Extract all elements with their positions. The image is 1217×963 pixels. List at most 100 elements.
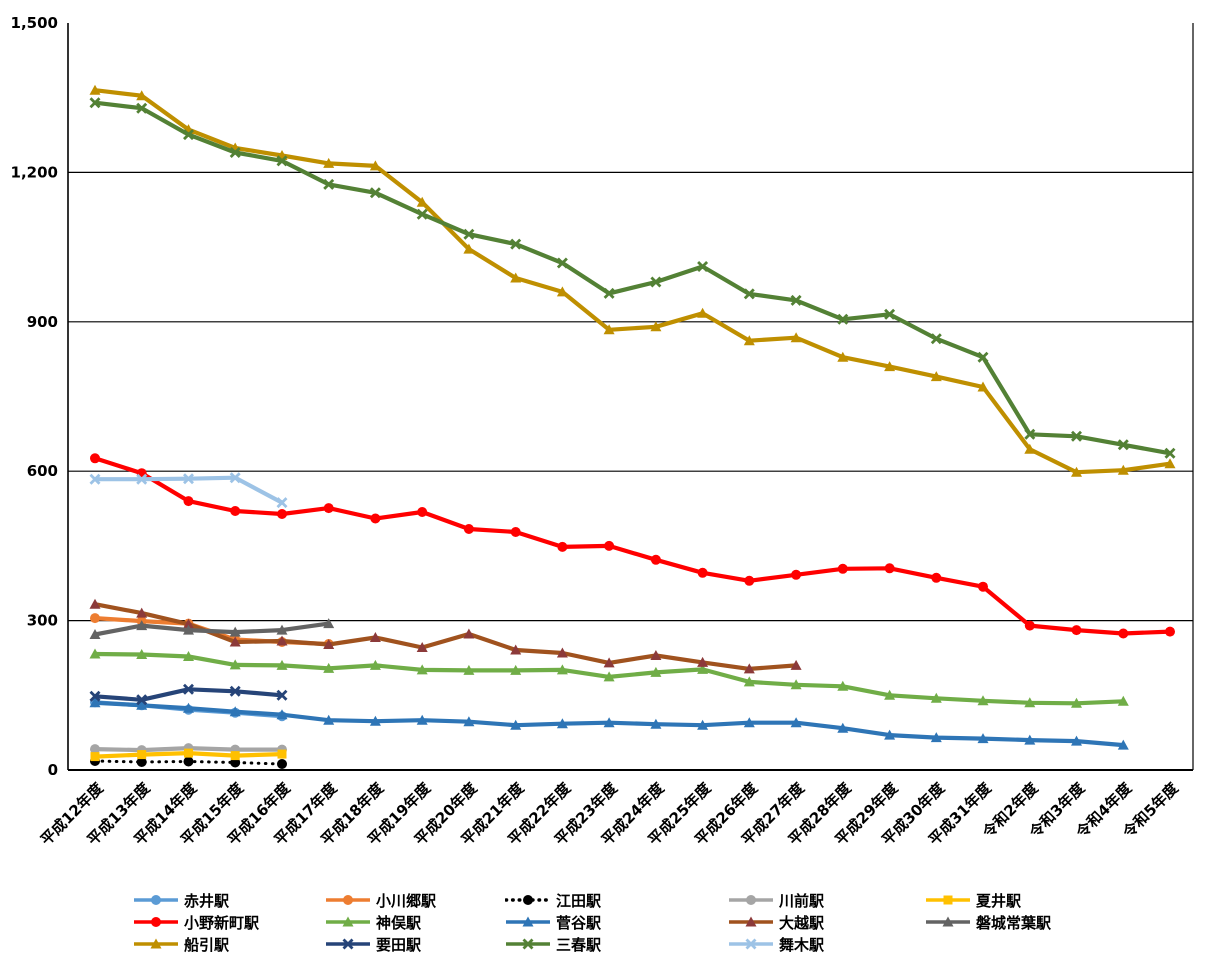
data-point-marker	[151, 895, 161, 905]
data-point-marker	[277, 749, 287, 759]
legend-marker-icon	[506, 916, 550, 927]
data-point-marker	[229, 685, 241, 697]
data-point-marker	[276, 635, 288, 646]
legend-item: 小川郷駅	[325, 890, 436, 910]
legend-label: 神俣駅	[376, 913, 422, 932]
data-point-marker	[697, 307, 709, 318]
data-point-marker	[1071, 466, 1082, 477]
legend-marker-icon	[134, 917, 178, 927]
data-point-marker	[136, 694, 148, 706]
data-point-marker	[136, 607, 148, 618]
legend-marker-icon	[326, 895, 370, 905]
data-point-marker	[369, 160, 381, 171]
data-point-marker	[650, 276, 662, 288]
data-point-marker	[229, 706, 241, 717]
data-point-marker	[556, 257, 568, 269]
data-point-marker	[837, 313, 849, 325]
data-point-marker	[1117, 695, 1129, 706]
data-point-marker	[90, 744, 100, 755]
data-point-marker	[837, 351, 849, 362]
data-point-marker	[416, 196, 428, 207]
data-point-marker	[978, 581, 988, 592]
series-line	[92, 100, 1173, 456]
data-point-marker	[650, 554, 661, 565]
data-point-marker	[1071, 697, 1082, 708]
data-point-marker	[136, 757, 147, 767]
data-point-marker	[230, 506, 241, 516]
data-point-marker	[745, 938, 757, 950]
legend-item: 大越駅	[728, 912, 824, 932]
data-point-marker	[697, 261, 709, 272]
data-point-marker	[90, 613, 100, 624]
data-point-marker	[323, 714, 335, 725]
data-point-marker	[183, 756, 194, 767]
data-point-marker	[136, 620, 148, 631]
data-point-marker	[746, 895, 756, 905]
data-point-marker	[183, 129, 194, 141]
data-point-marker	[183, 496, 194, 507]
data-point-marker	[604, 540, 615, 551]
legend-label: 小野新町駅	[184, 913, 260, 932]
legend-label: 赤井駅	[184, 891, 230, 910]
data-point-marker	[276, 689, 288, 701]
data-point-marker	[697, 663, 709, 674]
data-point-marker	[884, 563, 895, 574]
data-point-marker	[323, 157, 335, 168]
data-point-marker	[1071, 735, 1082, 746]
data-point-marker	[150, 938, 162, 949]
data-point-marker	[556, 286, 568, 297]
data-point-marker	[183, 702, 194, 713]
data-point-marker	[136, 90, 148, 101]
data-point-marker	[603, 287, 615, 299]
data-point-marker	[1164, 447, 1176, 459]
data-point-marker	[650, 321, 662, 332]
legend-label: 要田駅	[376, 935, 422, 954]
legend-label: 三春駅	[556, 935, 602, 954]
data-point-marker	[697, 656, 709, 667]
data-point-marker	[463, 524, 474, 534]
legend-item: 川前駅	[728, 890, 824, 910]
data-point-marker	[183, 651, 194, 661]
data-point-marker	[323, 639, 335, 649]
data-point-marker	[136, 649, 148, 659]
legend-marker-icon	[926, 895, 970, 905]
data-point-marker	[522, 916, 534, 927]
legend-marker-icon	[506, 938, 550, 950]
data-point-marker	[790, 717, 802, 728]
data-point-marker	[510, 644, 522, 655]
data-point-marker	[276, 624, 288, 635]
data-point-marker	[603, 717, 615, 728]
data-point-marker	[791, 569, 802, 580]
data-point-marker	[743, 663, 755, 674]
plot-area: 03006009001,2001,500平成12年度平成13年度平成14年度平成…	[11, 14, 1194, 849]
data-point-marker	[89, 598, 101, 609]
data-point-marker	[790, 679, 802, 690]
data-point-marker	[556, 718, 568, 729]
data-point-marker	[90, 752, 100, 762]
y-axis-tick-label: 1,200	[11, 163, 58, 181]
data-point-marker	[137, 750, 147, 760]
data-point-marker	[90, 453, 100, 464]
legend-label: 大越駅	[779, 913, 825, 932]
legend-label: 江田駅	[556, 891, 602, 910]
data-point-marker	[229, 626, 241, 637]
legend-item: 菅谷駅	[505, 912, 601, 932]
data-point-marker	[151, 917, 161, 927]
data-point-marker	[790, 332, 802, 343]
data-point-marker	[837, 680, 849, 691]
data-point-marker	[323, 503, 334, 514]
data-point-marker	[323, 662, 335, 673]
data-point-marker	[463, 243, 475, 254]
legend-marker-icon	[505, 895, 551, 905]
legend-label: 舞木駅	[779, 935, 825, 954]
y-axis-tick-label: 1,500	[11, 14, 58, 32]
data-point-marker	[277, 509, 287, 519]
data-point-marker	[745, 916, 757, 927]
data-point-marker	[977, 381, 989, 392]
legend-label: 小川郷駅	[376, 891, 437, 910]
data-point-marker	[1164, 458, 1176, 469]
data-point-marker	[343, 895, 353, 905]
data-point-marker	[342, 916, 354, 927]
data-point-marker	[884, 689, 896, 700]
data-point-marker	[229, 659, 241, 670]
